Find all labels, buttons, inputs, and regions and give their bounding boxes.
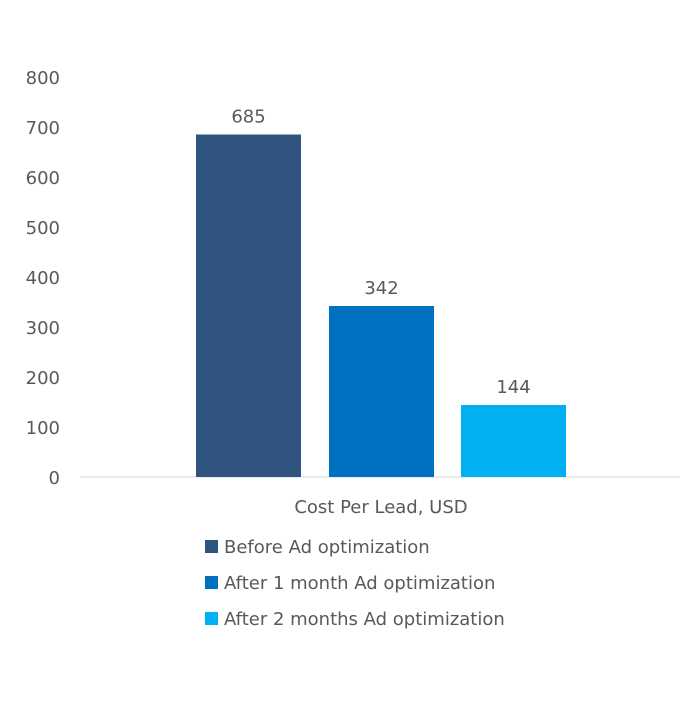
- legend-label: After 1 month Ad optimization: [224, 573, 495, 594]
- legend-swatch: [205, 612, 218, 625]
- bar-3: [461, 405, 566, 477]
- data-label: 144: [496, 377, 530, 398]
- legend-label: After 2 months Ad optimization: [224, 609, 505, 630]
- y-tick-label: 500: [26, 218, 60, 239]
- y-tick-label: 400: [26, 268, 60, 289]
- y-tick-label: 0: [49, 468, 60, 489]
- y-tick-label: 700: [26, 118, 60, 139]
- y-tick-label: 200: [26, 368, 60, 389]
- y-tick-label: 800: [26, 68, 60, 89]
- category-label: Cost Per Lead, USD: [294, 497, 467, 518]
- y-tick-label: 300: [26, 318, 60, 339]
- bars: 685 342 144: [196, 107, 566, 477]
- y-tick-label: 100: [26, 418, 60, 439]
- legend-swatch: [205, 576, 218, 589]
- bar-1: [196, 134, 301, 477]
- legend-swatch: [205, 540, 218, 553]
- legend-label: Before Ad optimization: [224, 537, 430, 558]
- data-label: 342: [364, 278, 398, 299]
- y-axis: 0 100 200 300 400 500 600 700 800: [26, 68, 60, 489]
- legend: Before Ad optimization After 1 month Ad o…: [205, 537, 505, 630]
- y-tick-label: 600: [26, 168, 60, 189]
- bar-2: [329, 306, 434, 477]
- data-label: 685: [231, 107, 265, 128]
